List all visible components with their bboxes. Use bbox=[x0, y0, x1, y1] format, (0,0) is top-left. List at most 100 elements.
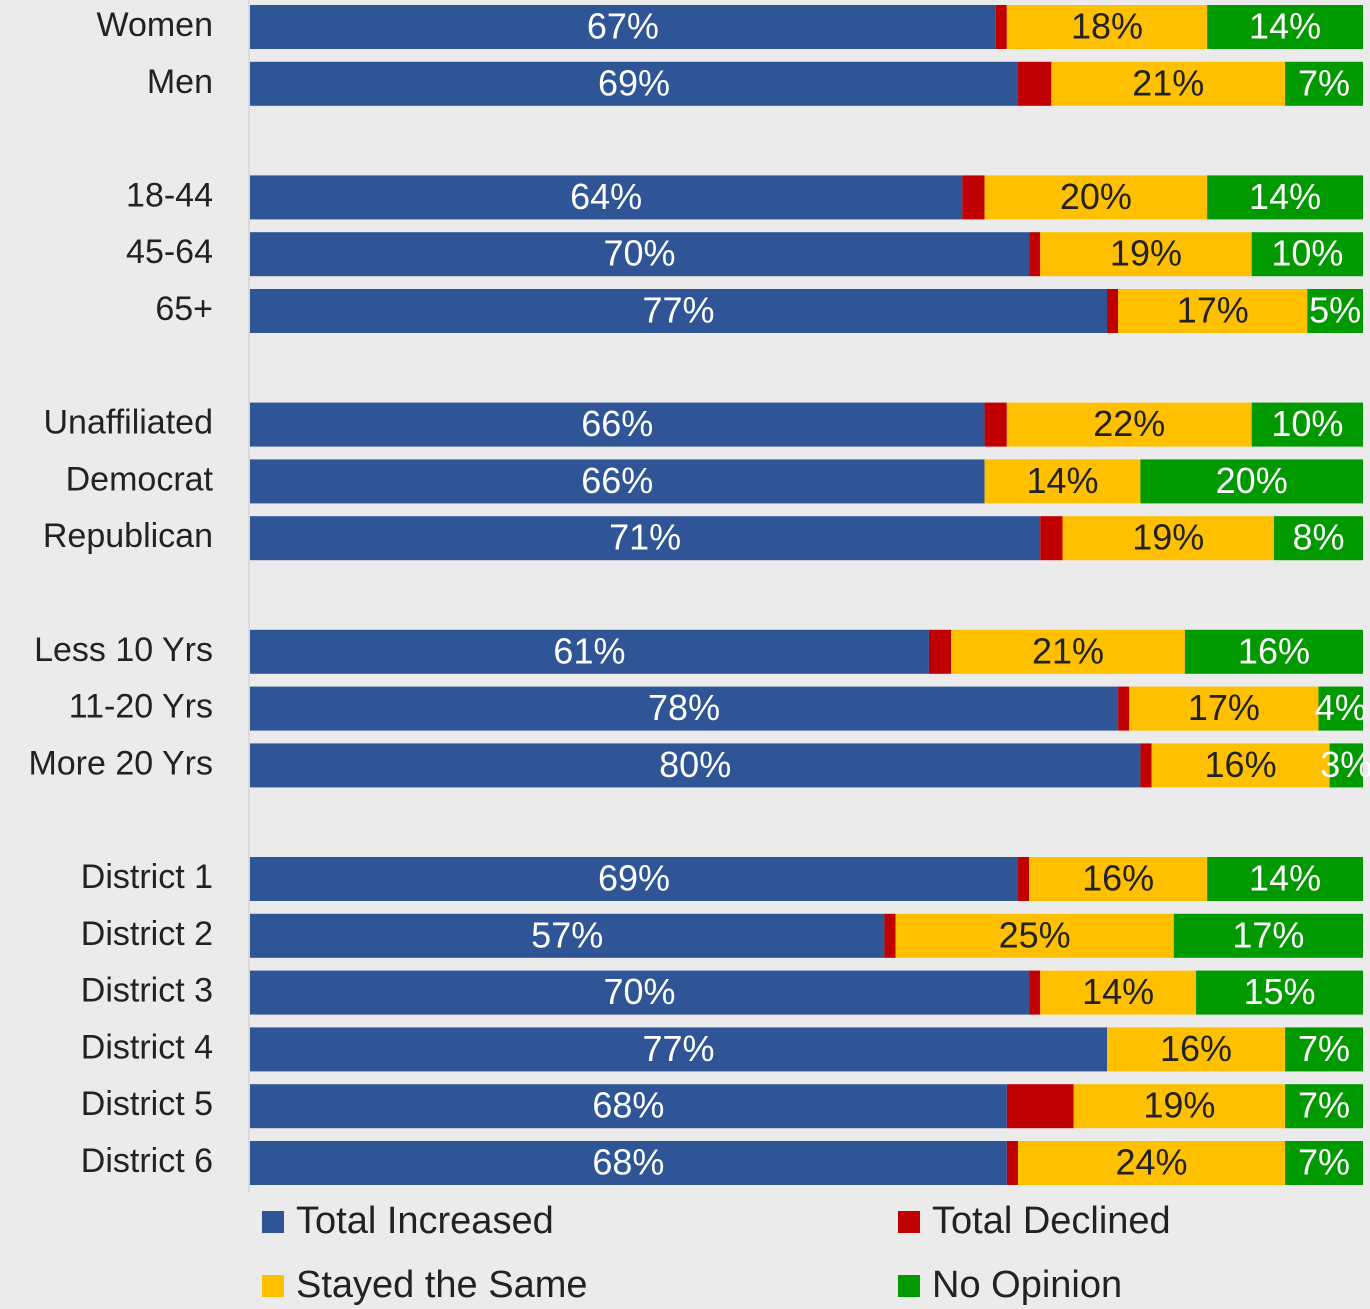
bar-segment bbox=[1285, 1027, 1363, 1072]
data-label: 14% bbox=[1249, 176, 1321, 217]
y-tick-label: 45-64 bbox=[126, 233, 213, 271]
y-tick-label: Democrat bbox=[66, 460, 214, 498]
bar-segment bbox=[962, 175, 985, 220]
data-label: 70% bbox=[604, 971, 676, 1012]
data-label: 17% bbox=[1188, 687, 1260, 728]
data-label: 16% bbox=[1082, 858, 1154, 899]
data-label: 7% bbox=[1298, 62, 1350, 103]
data-label: 20% bbox=[1060, 176, 1132, 217]
data-label: 14% bbox=[1249, 6, 1321, 47]
data-label: 68% bbox=[592, 1142, 664, 1183]
legend-label: Total Declined bbox=[932, 1200, 1171, 1242]
bar-segment bbox=[1251, 402, 1363, 447]
data-label: 21% bbox=[1132, 62, 1204, 103]
data-label: 78% bbox=[648, 687, 720, 728]
y-tick-label: Women bbox=[96, 6, 213, 44]
bar-segment bbox=[884, 913, 896, 958]
bar-segment bbox=[1207, 857, 1363, 901]
data-label: 69% bbox=[598, 858, 670, 899]
data-label: 7% bbox=[1298, 1085, 1350, 1126]
y-tick-label: District 1 bbox=[81, 858, 213, 896]
bar-segment bbox=[1173, 913, 1363, 958]
bar-segment bbox=[928, 629, 952, 674]
bar-segment bbox=[1029, 970, 1041, 1015]
bar-segment bbox=[1140, 743, 1152, 788]
bar-segment bbox=[1273, 516, 1363, 561]
bar-segment bbox=[995, 5, 1007, 49]
data-label: 70% bbox=[604, 233, 676, 274]
bar-segment bbox=[250, 61, 1018, 106]
bar-segment bbox=[250, 686, 1119, 731]
y-tick-label: Men bbox=[147, 63, 213, 101]
y-tick-label: District 5 bbox=[81, 1085, 213, 1123]
legend-swatch bbox=[262, 1275, 284, 1297]
bar-segment bbox=[250, 857, 1018, 901]
bar-segment bbox=[1251, 232, 1363, 277]
bar-segment bbox=[1207, 175, 1363, 220]
data-label: 19% bbox=[1132, 517, 1204, 558]
data-label: 61% bbox=[553, 630, 625, 671]
y-tick-label: Less 10 Yrs bbox=[34, 631, 213, 669]
bar-segment bbox=[1040, 970, 1197, 1015]
y-tick-label: 18-44 bbox=[126, 176, 213, 214]
bar-segment bbox=[250, 970, 1030, 1015]
y-tick-label: District 6 bbox=[81, 1142, 213, 1180]
data-label: 66% bbox=[581, 460, 653, 501]
bar-segment bbox=[984, 402, 1007, 447]
bar-segment bbox=[250, 1027, 1108, 1072]
bar-segment bbox=[250, 402, 985, 447]
bar-segment bbox=[1029, 857, 1208, 901]
bar-segment bbox=[1207, 5, 1363, 49]
bar-segment bbox=[1129, 686, 1319, 731]
data-label: 77% bbox=[642, 1028, 714, 1069]
bar-segment bbox=[250, 913, 885, 958]
data-label: 8% bbox=[1292, 517, 1344, 558]
y-tick-label: 11-20 Yrs bbox=[69, 688, 213, 726]
data-label: 7% bbox=[1298, 1142, 1350, 1183]
legend-swatch bbox=[898, 1211, 920, 1233]
y-tick-label: More 20 Yrs bbox=[28, 744, 213, 782]
legend-label: Stayed the Same bbox=[296, 1264, 588, 1306]
data-label: 66% bbox=[581, 403, 653, 444]
bar-segment bbox=[1140, 459, 1363, 504]
y-tick-label: 65+ bbox=[155, 290, 213, 328]
bar-segment bbox=[1196, 970, 1363, 1015]
data-label: 19% bbox=[1110, 233, 1182, 274]
bar-segment bbox=[250, 516, 1041, 561]
data-label: 77% bbox=[642, 290, 714, 331]
data-label: 68% bbox=[592, 1085, 664, 1126]
data-label: 57% bbox=[531, 914, 603, 955]
data-label: 24% bbox=[1115, 1142, 1187, 1183]
data-label: 5% bbox=[1309, 290, 1361, 331]
bar-segment bbox=[1029, 232, 1041, 277]
data-label: 14% bbox=[1026, 460, 1098, 501]
data-label: 16% bbox=[1238, 630, 1310, 671]
data-label: 3% bbox=[1320, 744, 1370, 785]
data-label: 80% bbox=[659, 744, 731, 785]
data-label: 21% bbox=[1032, 630, 1104, 671]
legend-label: Total Increased bbox=[296, 1200, 554, 1242]
bar-segment bbox=[1017, 61, 1052, 106]
data-label: 16% bbox=[1205, 744, 1277, 785]
legend-swatch bbox=[898, 1275, 920, 1297]
data-label: 69% bbox=[598, 62, 670, 103]
bar-segment bbox=[984, 459, 1141, 504]
data-label: 17% bbox=[1232, 914, 1304, 955]
bar-segment bbox=[895, 913, 1174, 958]
data-label: 10% bbox=[1271, 403, 1343, 444]
bar-segment bbox=[1073, 1084, 1286, 1129]
bar-segment bbox=[250, 629, 929, 674]
data-label: 16% bbox=[1160, 1028, 1232, 1069]
y-tick-label: District 4 bbox=[81, 1028, 213, 1066]
bar-segment bbox=[1307, 289, 1363, 333]
bar-segment bbox=[984, 175, 1208, 220]
bar-segment bbox=[1107, 289, 1119, 333]
data-label: 67% bbox=[587, 6, 659, 47]
bar-segment bbox=[1017, 857, 1030, 901]
data-label: 14% bbox=[1249, 858, 1321, 899]
bar-segment bbox=[1107, 1027, 1286, 1072]
bar-segment bbox=[1062, 516, 1274, 561]
bar-segment bbox=[1285, 1084, 1363, 1129]
bar-segment bbox=[1006, 1141, 1018, 1185]
bar-segment bbox=[1285, 1141, 1363, 1185]
